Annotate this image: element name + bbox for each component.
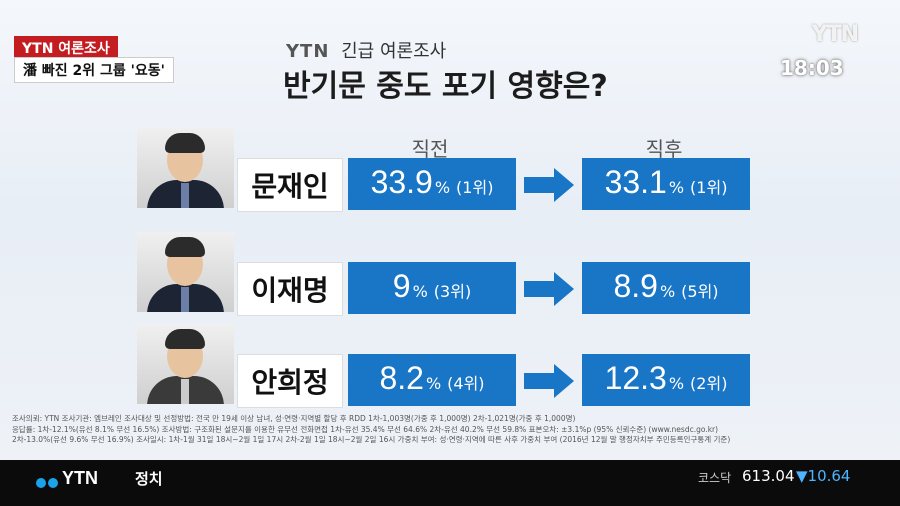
fine-print-line: 조사의뢰: YTN 조사기관: 엠브레인 조사대상 및 선정방법: 전국 만 1… — [12, 414, 576, 423]
candidate-name: 문재인 — [237, 158, 343, 212]
arrow-icon — [554, 272, 574, 306]
candidate-photo — [137, 324, 234, 404]
after-rank: (5위) — [681, 282, 719, 301]
news-ticker: YTN 정치 코스닥 613.04 ▼10.64 — [0, 460, 900, 506]
percent-sign: % — [434, 178, 451, 197]
graphic-brand: YTN 긴급 여론조사 — [286, 37, 446, 63]
percent-sign: % — [659, 282, 676, 301]
candidate-row: 안희정 8.2 % (4위) 12.3 % (2위) — [0, 324, 900, 408]
candidate-photo — [137, 128, 234, 208]
arrow-shaft — [524, 177, 554, 193]
candidate-name: 안희정 — [237, 354, 343, 408]
ticker-logo: YTN — [62, 468, 98, 488]
percent-sign: % — [668, 374, 685, 393]
column-header-after: 직후 — [645, 137, 683, 161]
percent-sign: % — [425, 374, 442, 393]
poll-tag: YTN 여론조사 — [14, 36, 118, 60]
arrow-icon — [554, 364, 574, 398]
before-value: 9 — [392, 268, 411, 304]
before-value-box: 33.9 % (1위) — [348, 158, 516, 210]
arrow-shaft — [524, 373, 554, 389]
after-value: 33.1 — [604, 164, 667, 200]
percent-sign: % — [412, 282, 428, 301]
percent-sign: % — [668, 178, 685, 197]
before-rank: (1위) — [456, 178, 494, 197]
column-header-before: 직전 — [411, 137, 449, 161]
watermark-logo: YTN — [811, 22, 859, 47]
fine-print-line: 2차-13.0%(유선 9.6% 무선 16.9%) 조사일시: 1차-1월 3… — [12, 435, 731, 444]
brand-subtitle: 긴급 여론조사 — [341, 41, 447, 62]
after-rank: (1위) — [690, 178, 728, 197]
market-label: 코스닥 — [698, 471, 732, 485]
brand-logo: YTN — [286, 41, 330, 62]
before-value: 8.2 — [379, 360, 424, 396]
ticker-section: 정치 — [135, 470, 163, 488]
candidate-photo — [137, 232, 234, 312]
broadcast-screen: YTN 여론조사 潘 빠진 2위 그룹 '요동' YTN 18:03 YTN 긴… — [0, 0, 900, 470]
after-value: 8.9 — [613, 268, 658, 304]
survey-fine-print: 조사의뢰: YTN 조사기관: 엠브레인 조사대상 및 선정방법: 전국 만 1… — [12, 414, 892, 446]
candidate-name: 이재명 — [237, 262, 343, 316]
broadcast-clock: 18:03 — [780, 56, 844, 80]
before-value-box: 8.2 % (4위) — [348, 354, 516, 406]
before-rank: (4위) — [447, 374, 485, 393]
market-change: ▼10.64 — [796, 467, 851, 485]
ytn-dots-icon — [36, 473, 60, 492]
after-value-box: 8.9 % (5위) — [582, 262, 750, 314]
before-value: 33.9 — [370, 164, 433, 200]
before-rank: (3위) — [433, 282, 472, 301]
ytn-watermark: YTN — [778, 22, 898, 62]
fine-print-line: 응답률: 1차-12.1%(유선 8.1% 무선 16.5%) 조사방법: 구조… — [12, 424, 719, 434]
candidate-row: 이재명 9 % (3위) 8.9 % (5위) — [0, 232, 900, 316]
arrow-shaft — [524, 281, 554, 297]
after-value-box: 12.3 % (2위) — [582, 354, 750, 406]
candidate-row: 문재인 33.9 % (1위) 33.1 % (1위) — [0, 128, 900, 212]
headline-tag: 潘 빠진 2위 그룹 '요동' — [14, 57, 174, 83]
after-rank: (2위) — [690, 374, 728, 393]
after-value-box: 33.1 % (1위) — [582, 158, 750, 210]
before-value-box: 9 % (3위) — [348, 262, 516, 314]
graphic-title: 반기문 중도 포기 영향은? — [283, 69, 608, 104]
arrow-icon — [554, 168, 574, 202]
after-value: 12.3 — [604, 360, 667, 396]
market-value: 613.04 — [742, 467, 795, 485]
